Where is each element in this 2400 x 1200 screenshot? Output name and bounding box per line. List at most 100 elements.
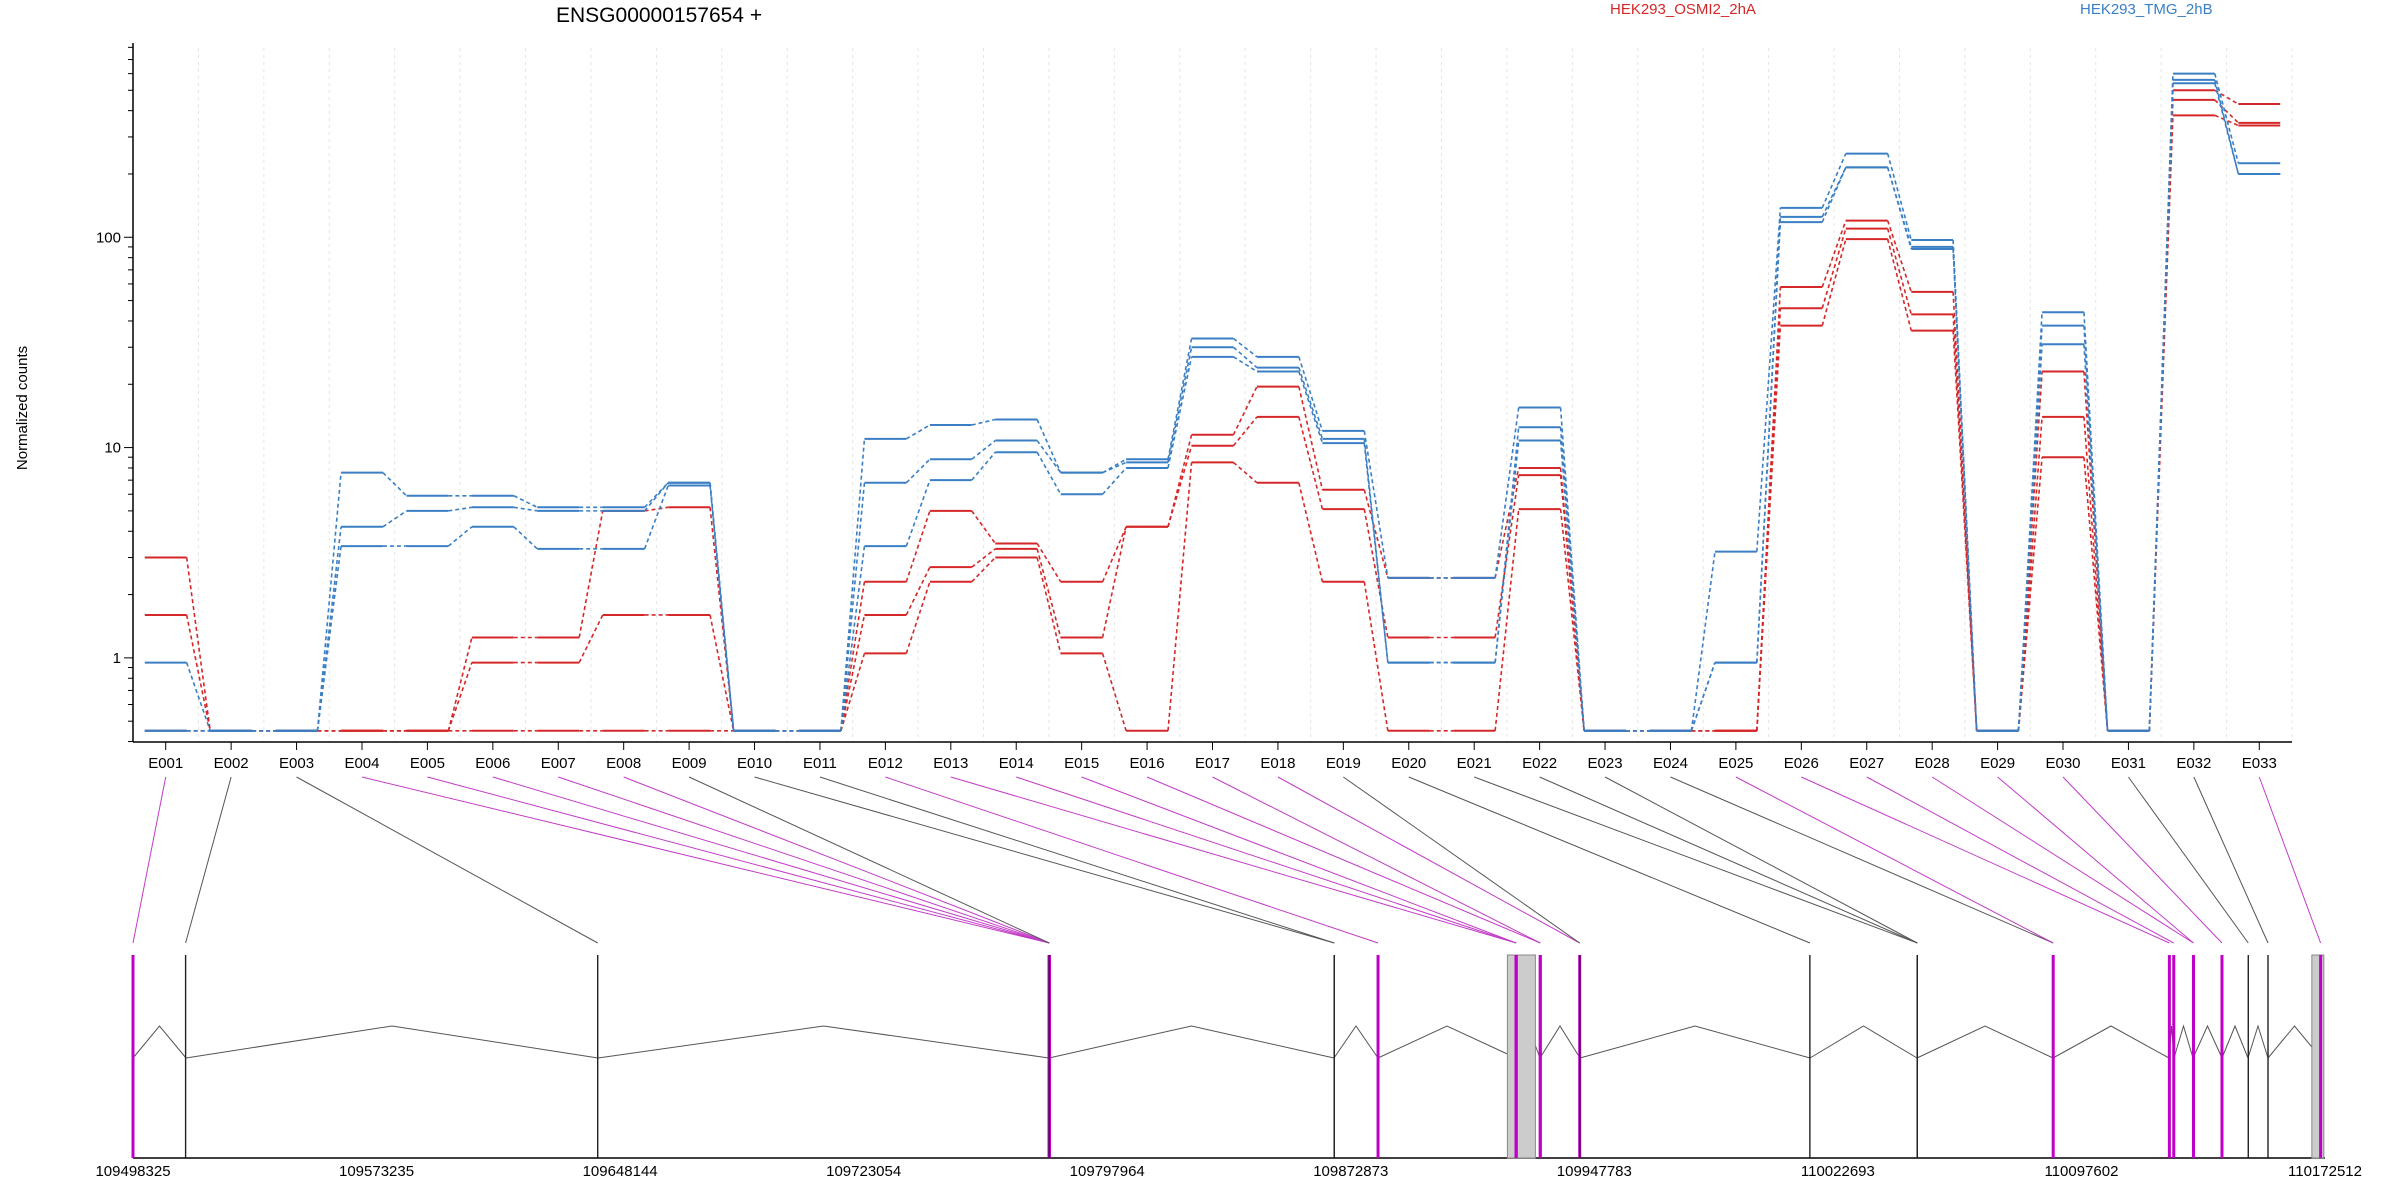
series-connector — [2148, 83, 2174, 731]
x-tick-label: E005 — [410, 755, 445, 772]
series-connector — [1298, 416, 1324, 510]
series-connector — [1952, 330, 1978, 731]
exon-connector — [754, 776, 1335, 944]
x-tick-label: E020 — [1391, 755, 1426, 772]
exon-connector — [1931, 776, 2194, 944]
series-connector — [1036, 543, 1062, 583]
y-tick-label: 10 — [104, 440, 121, 457]
genomic-axis-label: 110172512 — [2288, 1163, 2362, 1180]
series-connector — [185, 557, 211, 731]
series-connector — [316, 472, 342, 731]
series-connector — [709, 507, 735, 731]
intron-line — [1916, 1025, 2054, 1059]
x-tick-label: E033 — [2242, 755, 2277, 772]
series-connector — [1298, 356, 1324, 432]
x-tick-label: E007 — [541, 755, 576, 772]
series-connector — [1363, 489, 1389, 579]
exon-connectors — [132, 776, 2322, 944]
exon-connector — [2128, 776, 2249, 944]
series-connector — [1756, 207, 1782, 552]
exon-connector — [558, 776, 1050, 944]
series-connector — [1101, 526, 1127, 583]
series-connector — [1298, 367, 1324, 440]
series-connector — [840, 546, 866, 731]
genomic-axis-label: 109947783 — [1557, 1163, 1632, 1180]
exon-connector — [1539, 776, 1918, 944]
series-HEK293_OSMI2_2hA-1 — [144, 98, 2281, 732]
x-tick-label: E004 — [344, 755, 379, 772]
x-tick-label: E030 — [2045, 755, 2080, 772]
series-connector — [1036, 548, 1062, 638]
series-connector — [1036, 557, 1062, 654]
series-connector — [2214, 73, 2240, 164]
series-connector — [1690, 551, 1716, 731]
series-connector — [1494, 474, 1520, 638]
exon-connector — [296, 776, 598, 944]
series-connector — [1886, 228, 1913, 315]
series-connector — [709, 614, 735, 731]
series-connector — [1298, 482, 1324, 582]
x-tick-label: E015 — [1064, 755, 1099, 772]
series-connector — [1886, 238, 1913, 331]
x-tick-label: E002 — [214, 755, 249, 772]
y-tick-label: 1 — [113, 650, 121, 667]
exon-connector — [1604, 776, 1918, 944]
series-connector — [971, 451, 996, 481]
series-connector — [643, 485, 669, 550]
series-connector — [709, 485, 735, 731]
x-tick-label: E009 — [672, 755, 707, 772]
x-tick-label: E025 — [1718, 755, 1753, 772]
series-connector — [1036, 451, 1062, 495]
intron-line — [2052, 1025, 2170, 1059]
exon-connector — [1408, 776, 1811, 944]
series-connector — [2017, 371, 2043, 731]
series-connector — [1363, 430, 1389, 579]
x-tick-label: E003 — [279, 755, 314, 772]
series-connector — [1167, 445, 1193, 528]
series-connector — [2214, 114, 2239, 127]
series-lines — [144, 72, 2281, 732]
exon-connector — [1866, 776, 2174, 944]
x-tick-label: E021 — [1457, 755, 1492, 772]
intron-line — [2247, 1024, 2269, 1059]
series-connector — [2017, 457, 2043, 731]
exon-connector — [1212, 776, 1541, 944]
x-tick-label: E010 — [737, 755, 772, 772]
series-connector — [1821, 153, 1847, 209]
series-connector — [578, 614, 604, 663]
genomic-axis: 109498325 109573235 109648144 109723054 1097… — [95, 1163, 2362, 1180]
series-connector — [1756, 325, 1782, 731]
x-tick-label: E031 — [2111, 755, 2146, 772]
series-connector — [905, 566, 931, 616]
series-connector — [2214, 99, 2239, 124]
x-tick-label: E032 — [2176, 755, 2211, 772]
y-axis: 1 10 100 — [96, 43, 134, 743]
series-connector — [2083, 416, 2109, 731]
intron-line — [2173, 1024, 2194, 1059]
series-connector — [185, 662, 211, 732]
series-connector — [2083, 325, 2109, 731]
x-tick-label: E011 — [803, 755, 837, 772]
genomic-axis-label: 109872873 — [1313, 1163, 1388, 1180]
x-tick-label: E006 — [475, 755, 510, 772]
intron-line — [1377, 1025, 1517, 1059]
series-connector — [1559, 508, 1585, 731]
series-connector — [1821, 167, 1847, 223]
series-connector — [447, 662, 473, 732]
series-connector — [1102, 461, 1127, 474]
exon-connector — [819, 776, 1335, 944]
series-connector — [840, 614, 866, 731]
legend: HEK293_OSMI2_2hA HEK293_TMG_2hB — [1610, 1, 2213, 18]
series-connector — [905, 510, 931, 583]
series-connector — [1756, 222, 1782, 663]
exon-connector — [1277, 776, 1580, 944]
series-connector — [382, 472, 408, 497]
series-connector — [1363, 508, 1389, 638]
series-connector — [1101, 526, 1127, 638]
chart-title: ENSG00000157654 + — [556, 4, 762, 27]
series-connector — [513, 526, 538, 550]
series-connector — [1363, 443, 1389, 663]
x-tick-label: E012 — [868, 755, 903, 772]
series-connector — [1298, 371, 1324, 444]
